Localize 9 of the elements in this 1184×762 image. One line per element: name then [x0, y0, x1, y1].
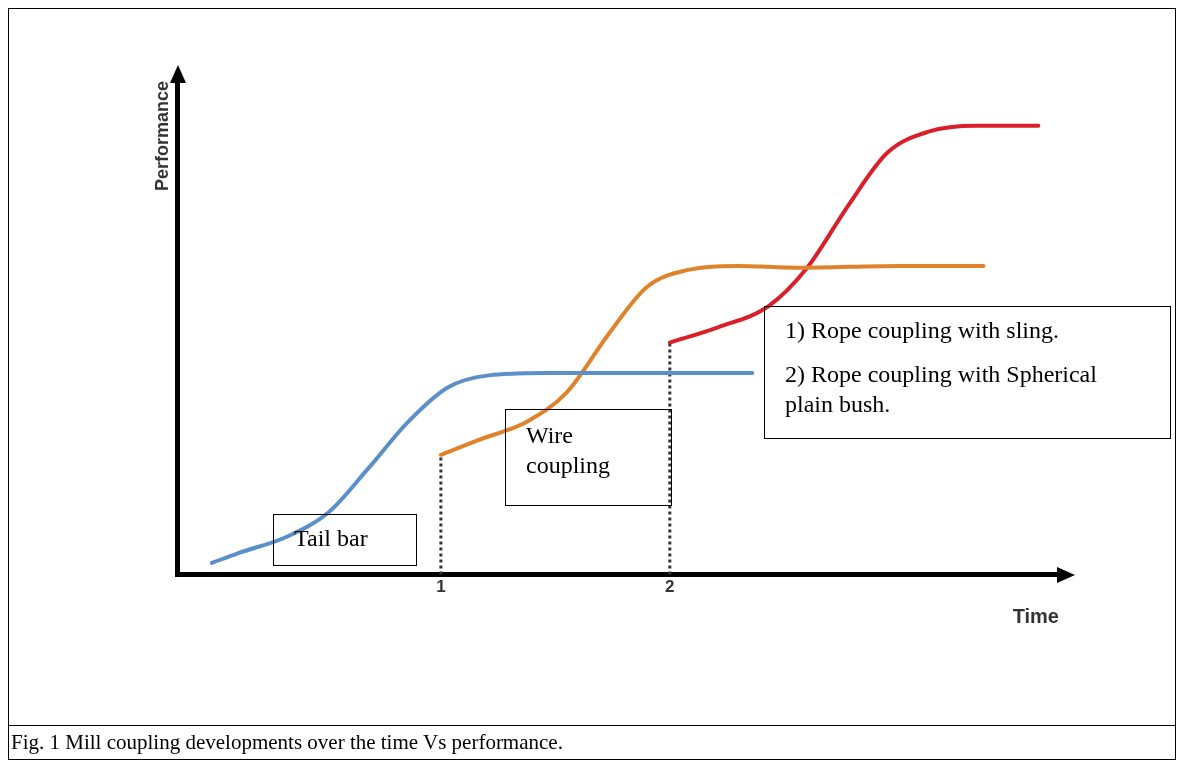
annotation: Wire coupling: [526, 421, 611, 480]
annotation: Tail bar: [294, 524, 369, 553]
caption: Fig. 1 Mill coupling developments over the time Vs performance.: [9, 725, 1175, 759]
x-tick-label: 2: [665, 577, 675, 597]
x-tick-label: 1: [436, 577, 446, 597]
annotation: 1) Rope coupling with sling.: [785, 316, 1060, 345]
x-axis-title: Time: [1012, 604, 1059, 627]
annotation: 2) Rope coupling with Spherical plain bush.: [785, 360, 1098, 419]
y-axis-title: Performance: [151, 81, 172, 192]
